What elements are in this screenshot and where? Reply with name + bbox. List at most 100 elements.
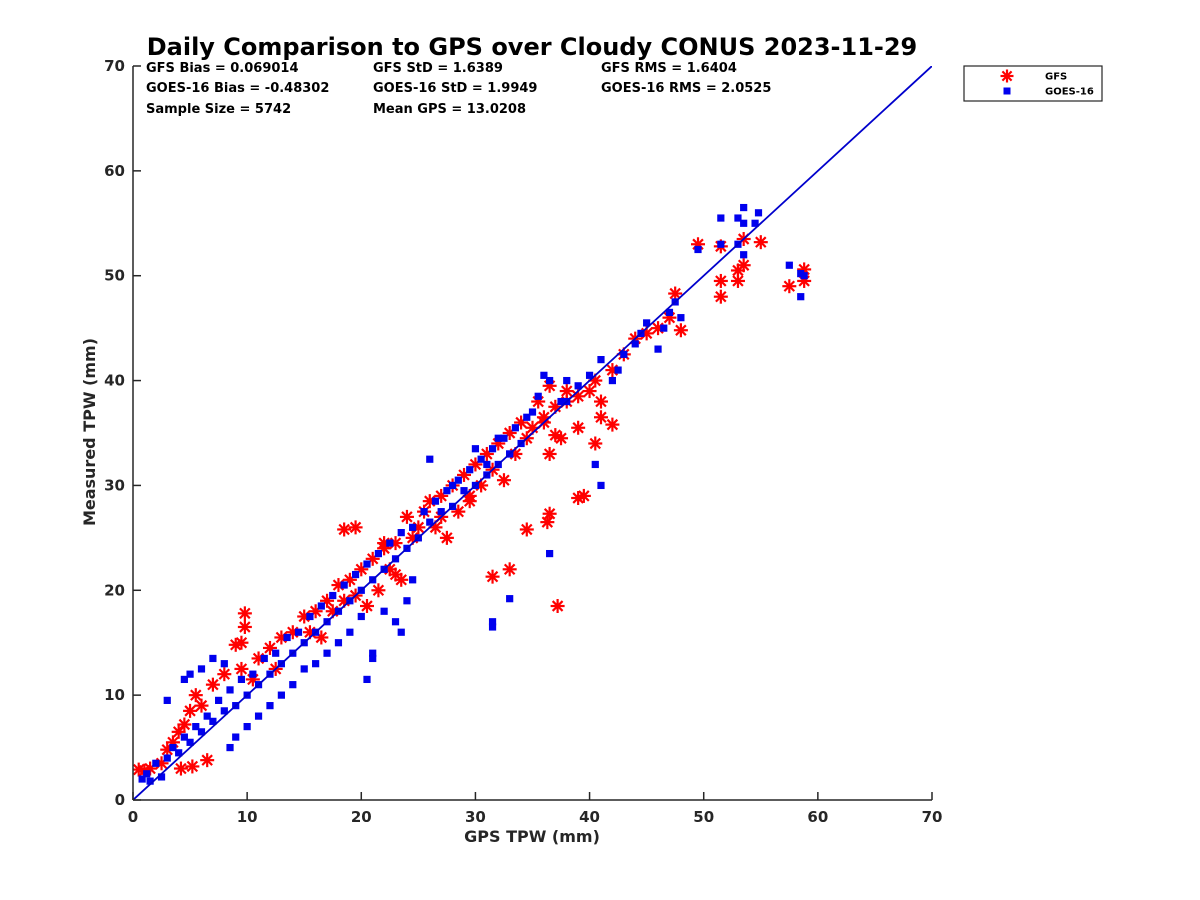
point-goes-16-93 [209,654,217,663]
point-goes-16-34 [329,591,337,600]
point-gfs-10 [185,759,200,774]
x-tick-label: 20 [351,808,372,826]
point-goes-16-142 [797,270,805,278]
stat-label: Mean GPS = 13.0208 [373,102,526,117]
point-goes-16-140 [797,293,805,301]
point-goes-16-10 [192,723,200,731]
y-tick-label: 30 [104,476,125,494]
x-axis-label: GPS TPW (mm) [464,827,600,846]
y-tick-label: 70 [104,57,125,75]
point-goes-16-52 [431,497,440,505]
stat-label: Sample Size = 5742 [146,102,291,117]
point-goes-16-117 [494,434,502,442]
point-gfs-11 [188,688,203,703]
y-tick-label: 20 [104,581,125,599]
point-gfs-8 [173,761,188,776]
point-goes-16-99 [266,702,274,710]
point-gfs-9 [183,703,198,718]
point-gfs-101 [571,491,586,506]
point-goes-16-110 [391,618,400,626]
x-tick-label: 30 [465,808,486,826]
point-goes-16-130 [717,214,725,222]
point-goes-16-101 [289,681,297,689]
point-goes-16-83 [643,319,651,327]
point-goes-16-80 [620,350,628,358]
series-goes-16 [138,203,808,785]
point-gfs-110 [713,289,728,304]
point-goes-16-120 [488,618,497,626]
point-goes-16-135 [740,219,748,227]
point-goes-16-85 [660,324,668,332]
point-goes-16-4 [157,773,166,781]
point-goes-16-20 [249,670,257,678]
point-goes-16-18 [237,675,246,684]
point-goes-16-128 [397,628,405,636]
point-goes-16-64 [500,434,508,442]
point-gfs-88 [388,567,403,582]
point-goes-16-137 [751,219,759,227]
point-goes-16-90 [180,675,188,684]
point-goes-16-40 [363,560,371,568]
point-goes-16-24 [272,649,280,657]
point-goes-16-28 [294,628,303,636]
point-goes-16-38 [351,570,360,579]
point-gfs-76 [593,394,608,409]
legend-marker-goes-16 [1003,87,1011,95]
point-gfs-15 [217,667,232,682]
point-goes-16-108 [369,649,377,657]
point-goes-16-107 [357,612,365,621]
point-gfs-7 [177,717,192,732]
point-goes-16-13 [209,717,217,725]
point-goes-16-26 [283,633,291,642]
point-goes-16-22 [260,654,268,663]
point-goes-16-131 [717,240,725,248]
point-goes-16-94 [220,660,228,668]
point-goes-16-88 [677,314,685,322]
point-gfs-62 [496,473,511,488]
point-goes-16-11 [197,728,206,736]
point-goes-16-53 [437,508,445,516]
point-goes-16-72 [546,376,554,385]
point-goes-16-3 [152,759,160,767]
point-gfs-104 [605,417,620,432]
point-goes-16-116 [483,460,491,469]
y-tick-label: 10 [104,686,125,704]
point-goes-16-127 [369,654,377,663]
point-goes-16-74 [563,376,571,385]
point-goes-16-16 [226,686,234,694]
point-goes-16-91 [186,670,194,678]
point-gfs-38 [359,599,374,614]
y-axis-label: Measured TPW (mm) [80,338,99,526]
point-goes-16-134 [740,203,748,212]
point-goes-16-0 [138,775,146,783]
x-tick-label: 70 [922,808,943,826]
point-goes-16-32 [317,602,325,610]
legend: GFS GOES-16 [963,65,1103,102]
point-goes-16-133 [734,214,742,222]
point-gfs-86 [348,520,363,535]
point-goes-16-124 [591,460,599,469]
point-goes-16-115 [471,445,480,453]
point-goes-16-84 [654,345,662,353]
point-gfs-111 [713,273,728,288]
point-gfs-114 [736,258,751,273]
point-goes-16-9 [186,738,194,746]
point-goes-16-66 [511,424,519,432]
point-goes-16-111 [403,597,411,605]
point-goes-16-79 [614,366,622,374]
point-goes-16-129 [694,245,702,254]
point-goes-16-8 [180,733,188,741]
point-goes-16-42 [374,549,383,558]
chart-title: Daily Comparison to GPS over Cloudy CONU… [147,33,918,61]
point-gfs-117 [782,279,797,294]
point-gfs-74 [582,384,597,399]
point-gfs-13 [200,753,215,768]
point-gfs-98 [554,431,569,446]
point-gfs-95 [540,515,555,530]
point-gfs-99 [571,420,586,435]
point-goes-16-69 [528,408,537,416]
point-goes-16-97 [243,723,251,731]
point-goes-16-125 [597,481,605,490]
point-goes-16-109 [380,607,388,615]
